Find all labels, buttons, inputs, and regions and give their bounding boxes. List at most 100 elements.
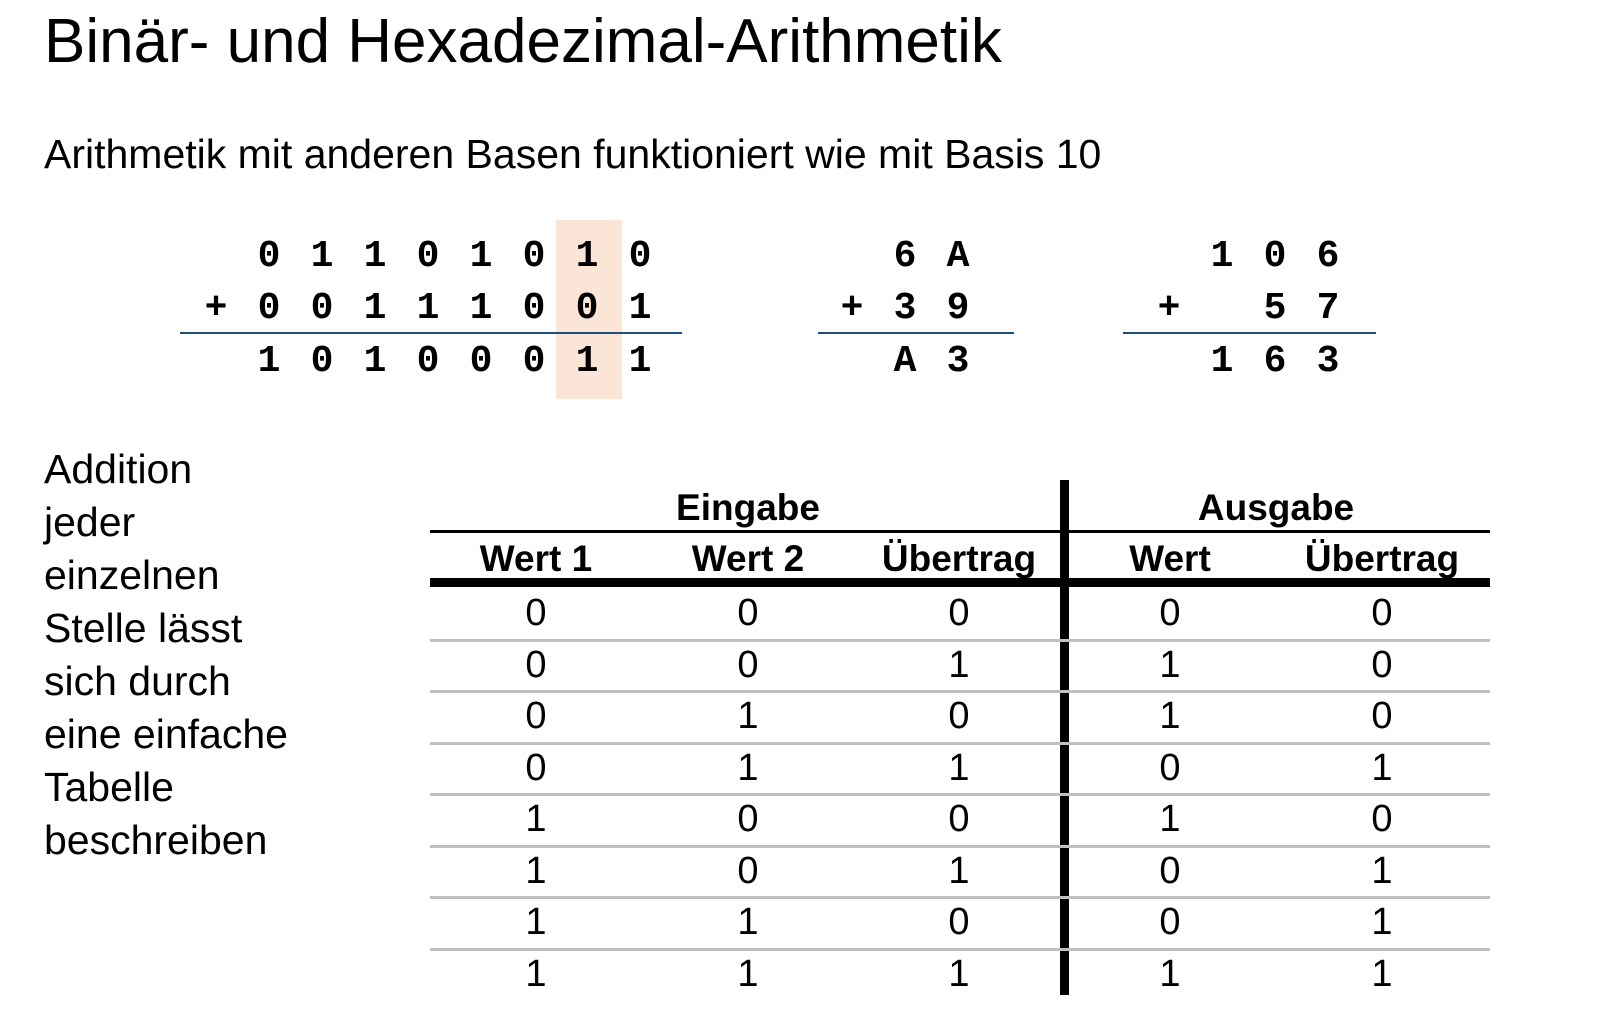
digit: 3	[946, 340, 970, 383]
group-header-output: Ausgabe	[1197, 487, 1355, 528]
decimal-sum-rule	[1123, 332, 1376, 334]
column-highlight	[556, 220, 622, 399]
plus-sign: +	[1157, 287, 1181, 330]
description-line: eine einfache	[44, 711, 288, 757]
row-separator	[430, 690, 1490, 693]
table-cell: 0	[737, 592, 759, 634]
digit: 0	[310, 340, 334, 383]
description-line: Tabelle	[44, 764, 174, 810]
table-cell: 1	[1159, 695, 1181, 737]
digit: 1	[363, 287, 387, 330]
table-cell: 1	[737, 746, 759, 789]
group-header-input: Eingabe	[676, 487, 820, 528]
digit: 0	[310, 287, 334, 330]
description-line: jeder	[44, 499, 136, 545]
table-cell: 1	[525, 901, 547, 943]
digit: 7	[1316, 287, 1340, 330]
digit: 0	[1263, 235, 1287, 278]
table-cell: 0	[1371, 592, 1393, 634]
subtitle: Arithmetik mit anderen Basen funktionier…	[44, 131, 1102, 177]
digit: 0	[469, 340, 493, 383]
digit: 6	[1316, 235, 1340, 278]
digit: 1	[628, 340, 652, 383]
table-cell: 1	[525, 798, 547, 840]
digit: 0	[257, 287, 281, 330]
table-cell: 1	[737, 695, 759, 737]
row-separator	[430, 638, 1490, 642]
table-cell: 1	[948, 746, 970, 789]
column-header-uebertrag-out: Übertrag	[1304, 538, 1460, 579]
table-cell: 0	[948, 901, 970, 943]
digit: 1	[469, 235, 493, 278]
table-cell: 0	[1159, 746, 1181, 789]
description-text: Addition jeder einzelnen Stelle lässt si…	[44, 443, 344, 867]
digit: 9	[946, 287, 970, 330]
digit: 0	[522, 235, 546, 278]
table-cell: 0	[525, 695, 547, 737]
table-cell: 1	[1159, 798, 1181, 840]
digit: 3	[893, 287, 917, 330]
digit: 0	[522, 340, 546, 383]
digit: 0	[522, 287, 546, 330]
digit: 1	[628, 287, 652, 330]
table-cell: 0	[1159, 901, 1181, 943]
table-cell: 1	[1371, 746, 1393, 789]
description-line: einzelnen	[44, 552, 220, 598]
addition-truth-table: Eingabe Ausgabe Wert 1 Wert 2 Übertrag W…	[430, 480, 1490, 1000]
table-cell: 0	[525, 746, 547, 789]
description-line: Stelle lässt	[44, 605, 243, 651]
description-line: sich durch	[44, 658, 231, 704]
group-rule	[430, 530, 1490, 533]
table-cell: 1	[948, 849, 970, 892]
table-cell: 1	[948, 643, 970, 686]
table-cell: 0	[948, 592, 970, 634]
row-separator	[430, 947, 1490, 951]
row-separator	[430, 844, 1490, 848]
digit: 1	[469, 287, 493, 330]
digit: A	[893, 340, 917, 383]
digit: 1	[575, 235, 599, 278]
table-cell: 0	[737, 849, 759, 892]
column-header-uebertrag-in: Übertrag	[881, 538, 1037, 579]
hex-sum-rule	[818, 332, 1014, 334]
table-cell: 0	[1159, 849, 1181, 892]
digit: 6	[1263, 340, 1287, 383]
plus-sign: +	[840, 287, 864, 330]
digit: 1	[363, 235, 387, 278]
column-header-wert-2: Wert 2	[691, 538, 805, 579]
binary-sum-rule	[180, 332, 682, 334]
table-cell: 1	[1371, 901, 1393, 943]
digit: 1	[363, 340, 387, 383]
table-cell: 1	[525, 849, 547, 892]
digit: 1	[1210, 235, 1234, 278]
digit: 0	[628, 235, 652, 278]
table-cell: 0	[737, 798, 759, 840]
description-line: beschreiben	[44, 817, 268, 863]
digit: 1	[310, 235, 334, 278]
digit: 3	[1316, 340, 1340, 383]
plus-sign: +	[204, 287, 228, 330]
table-cell: 0	[1159, 592, 1181, 634]
table-cell: 0	[1371, 695, 1393, 737]
digit: 0	[416, 340, 440, 383]
digit: 1	[257, 340, 281, 383]
table-cell: 1	[525, 952, 547, 995]
header-rule	[430, 578, 1490, 587]
page-title: Binär- und Hexadezimal-Arithmetik	[44, 7, 1002, 76]
digit: 0	[257, 235, 281, 278]
input-output-divider	[1060, 480, 1069, 995]
row-separator	[430, 793, 1490, 796]
digit: 1	[575, 340, 599, 383]
table-cell: 1	[1159, 952, 1181, 995]
table-cell: 1	[1371, 849, 1393, 892]
table-cell: 0	[948, 798, 970, 840]
table-cell: 1	[737, 901, 759, 943]
table-cell: 1	[737, 952, 759, 995]
digit: 5	[1263, 287, 1287, 330]
digit: 1	[1210, 340, 1234, 383]
digit: 0	[575, 287, 599, 330]
table-cell: 0	[1371, 643, 1393, 686]
column-header-wert-1: Wert 1	[479, 538, 593, 579]
digit: 1	[416, 287, 440, 330]
table-cell: 1	[1159, 643, 1181, 686]
